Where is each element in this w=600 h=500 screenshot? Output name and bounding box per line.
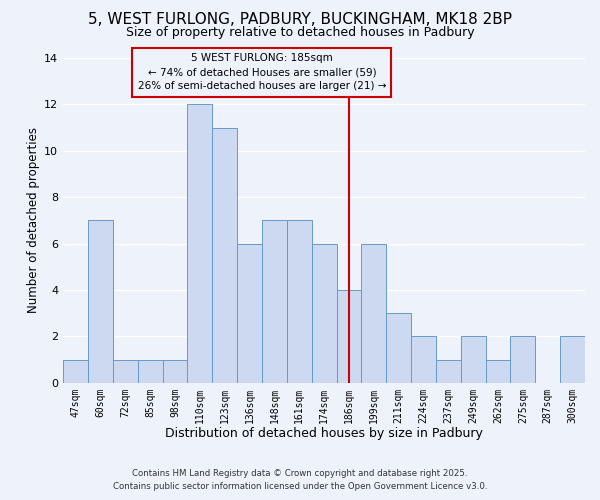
Bar <box>63 360 88 382</box>
Bar <box>560 336 585 382</box>
Bar <box>262 220 287 382</box>
Bar <box>113 360 138 382</box>
Bar <box>237 244 262 382</box>
Bar <box>436 360 461 382</box>
Bar <box>212 128 237 382</box>
Bar <box>163 360 187 382</box>
Bar <box>511 336 535 382</box>
Y-axis label: Number of detached properties: Number of detached properties <box>27 128 40 314</box>
Bar <box>88 220 113 382</box>
Text: Size of property relative to detached houses in Padbury: Size of property relative to detached ho… <box>125 26 475 39</box>
Bar <box>287 220 311 382</box>
Text: 5 WEST FURLONG: 185sqm
← 74% of detached Houses are smaller (59)
26% of semi-det: 5 WEST FURLONG: 185sqm ← 74% of detached… <box>138 54 386 92</box>
Bar <box>361 244 386 382</box>
X-axis label: Distribution of detached houses by size in Padbury: Distribution of detached houses by size … <box>165 427 483 440</box>
Bar <box>337 290 361 382</box>
Bar <box>386 313 411 382</box>
Bar <box>311 244 337 382</box>
Text: Contains HM Land Registry data © Crown copyright and database right 2025.
Contai: Contains HM Land Registry data © Crown c… <box>113 469 487 491</box>
Text: 5, WEST FURLONG, PADBURY, BUCKINGHAM, MK18 2BP: 5, WEST FURLONG, PADBURY, BUCKINGHAM, MK… <box>88 12 512 28</box>
Bar <box>411 336 436 382</box>
Bar <box>187 104 212 382</box>
Bar <box>138 360 163 382</box>
Bar <box>461 336 485 382</box>
Bar <box>485 360 511 382</box>
